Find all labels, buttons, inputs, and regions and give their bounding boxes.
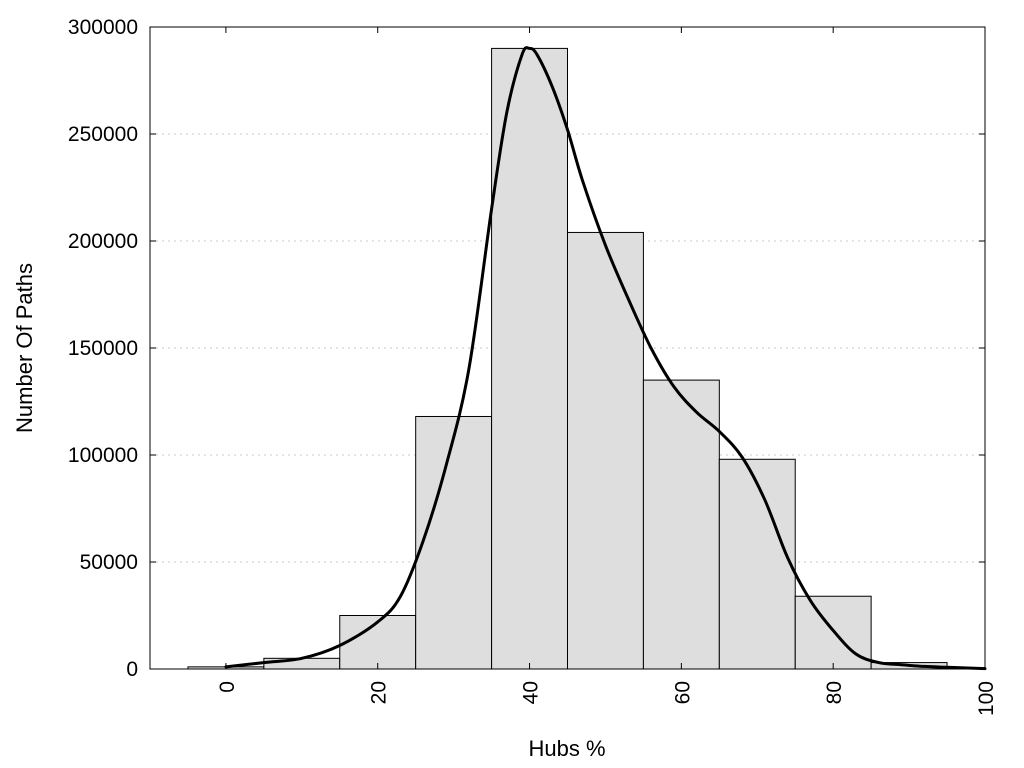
y-tick-label: 50000 [80, 551, 138, 574]
y-tick-label: 300000 [68, 16, 138, 39]
histogram-bars [187, 47, 948, 670]
density-curve [224, 46, 987, 671]
y-tick-label: 250000 [68, 123, 138, 146]
x-tick-label: 20 [368, 681, 391, 704]
y-tick-label: 100000 [68, 444, 138, 467]
density-curve-layer [224, 46, 987, 671]
x-axis-ticks: 0 20 40 60 80 100 [216, 27, 998, 716]
y-tick-label: 200000 [68, 230, 138, 253]
y-axis-label: Number Of Paths [12, 263, 37, 433]
x-tick-label: 0 [216, 681, 239, 693]
histogram-bar [642, 379, 720, 670]
histogram-bar [567, 231, 644, 670]
x-axis-label: Hubs % [528, 736, 605, 761]
x-tick-label: 80 [823, 681, 846, 704]
x-tick-label: 60 [671, 681, 694, 704]
y-tick-label: 150000 [68, 337, 138, 360]
y-axis-ticks: 0 50000 100000 150000 200000 250000 300000 [68, 16, 985, 681]
y-tick-label: 0 [126, 658, 138, 681]
x-tick-label: 100 [975, 681, 998, 716]
grid-lines [150, 133, 985, 563]
histogram-bar [718, 458, 796, 670]
histogram-bar [263, 657, 341, 670]
histogram-bar [415, 415, 493, 670]
x-tick-label: 40 [520, 681, 543, 704]
histogram-bar [339, 615, 417, 670]
